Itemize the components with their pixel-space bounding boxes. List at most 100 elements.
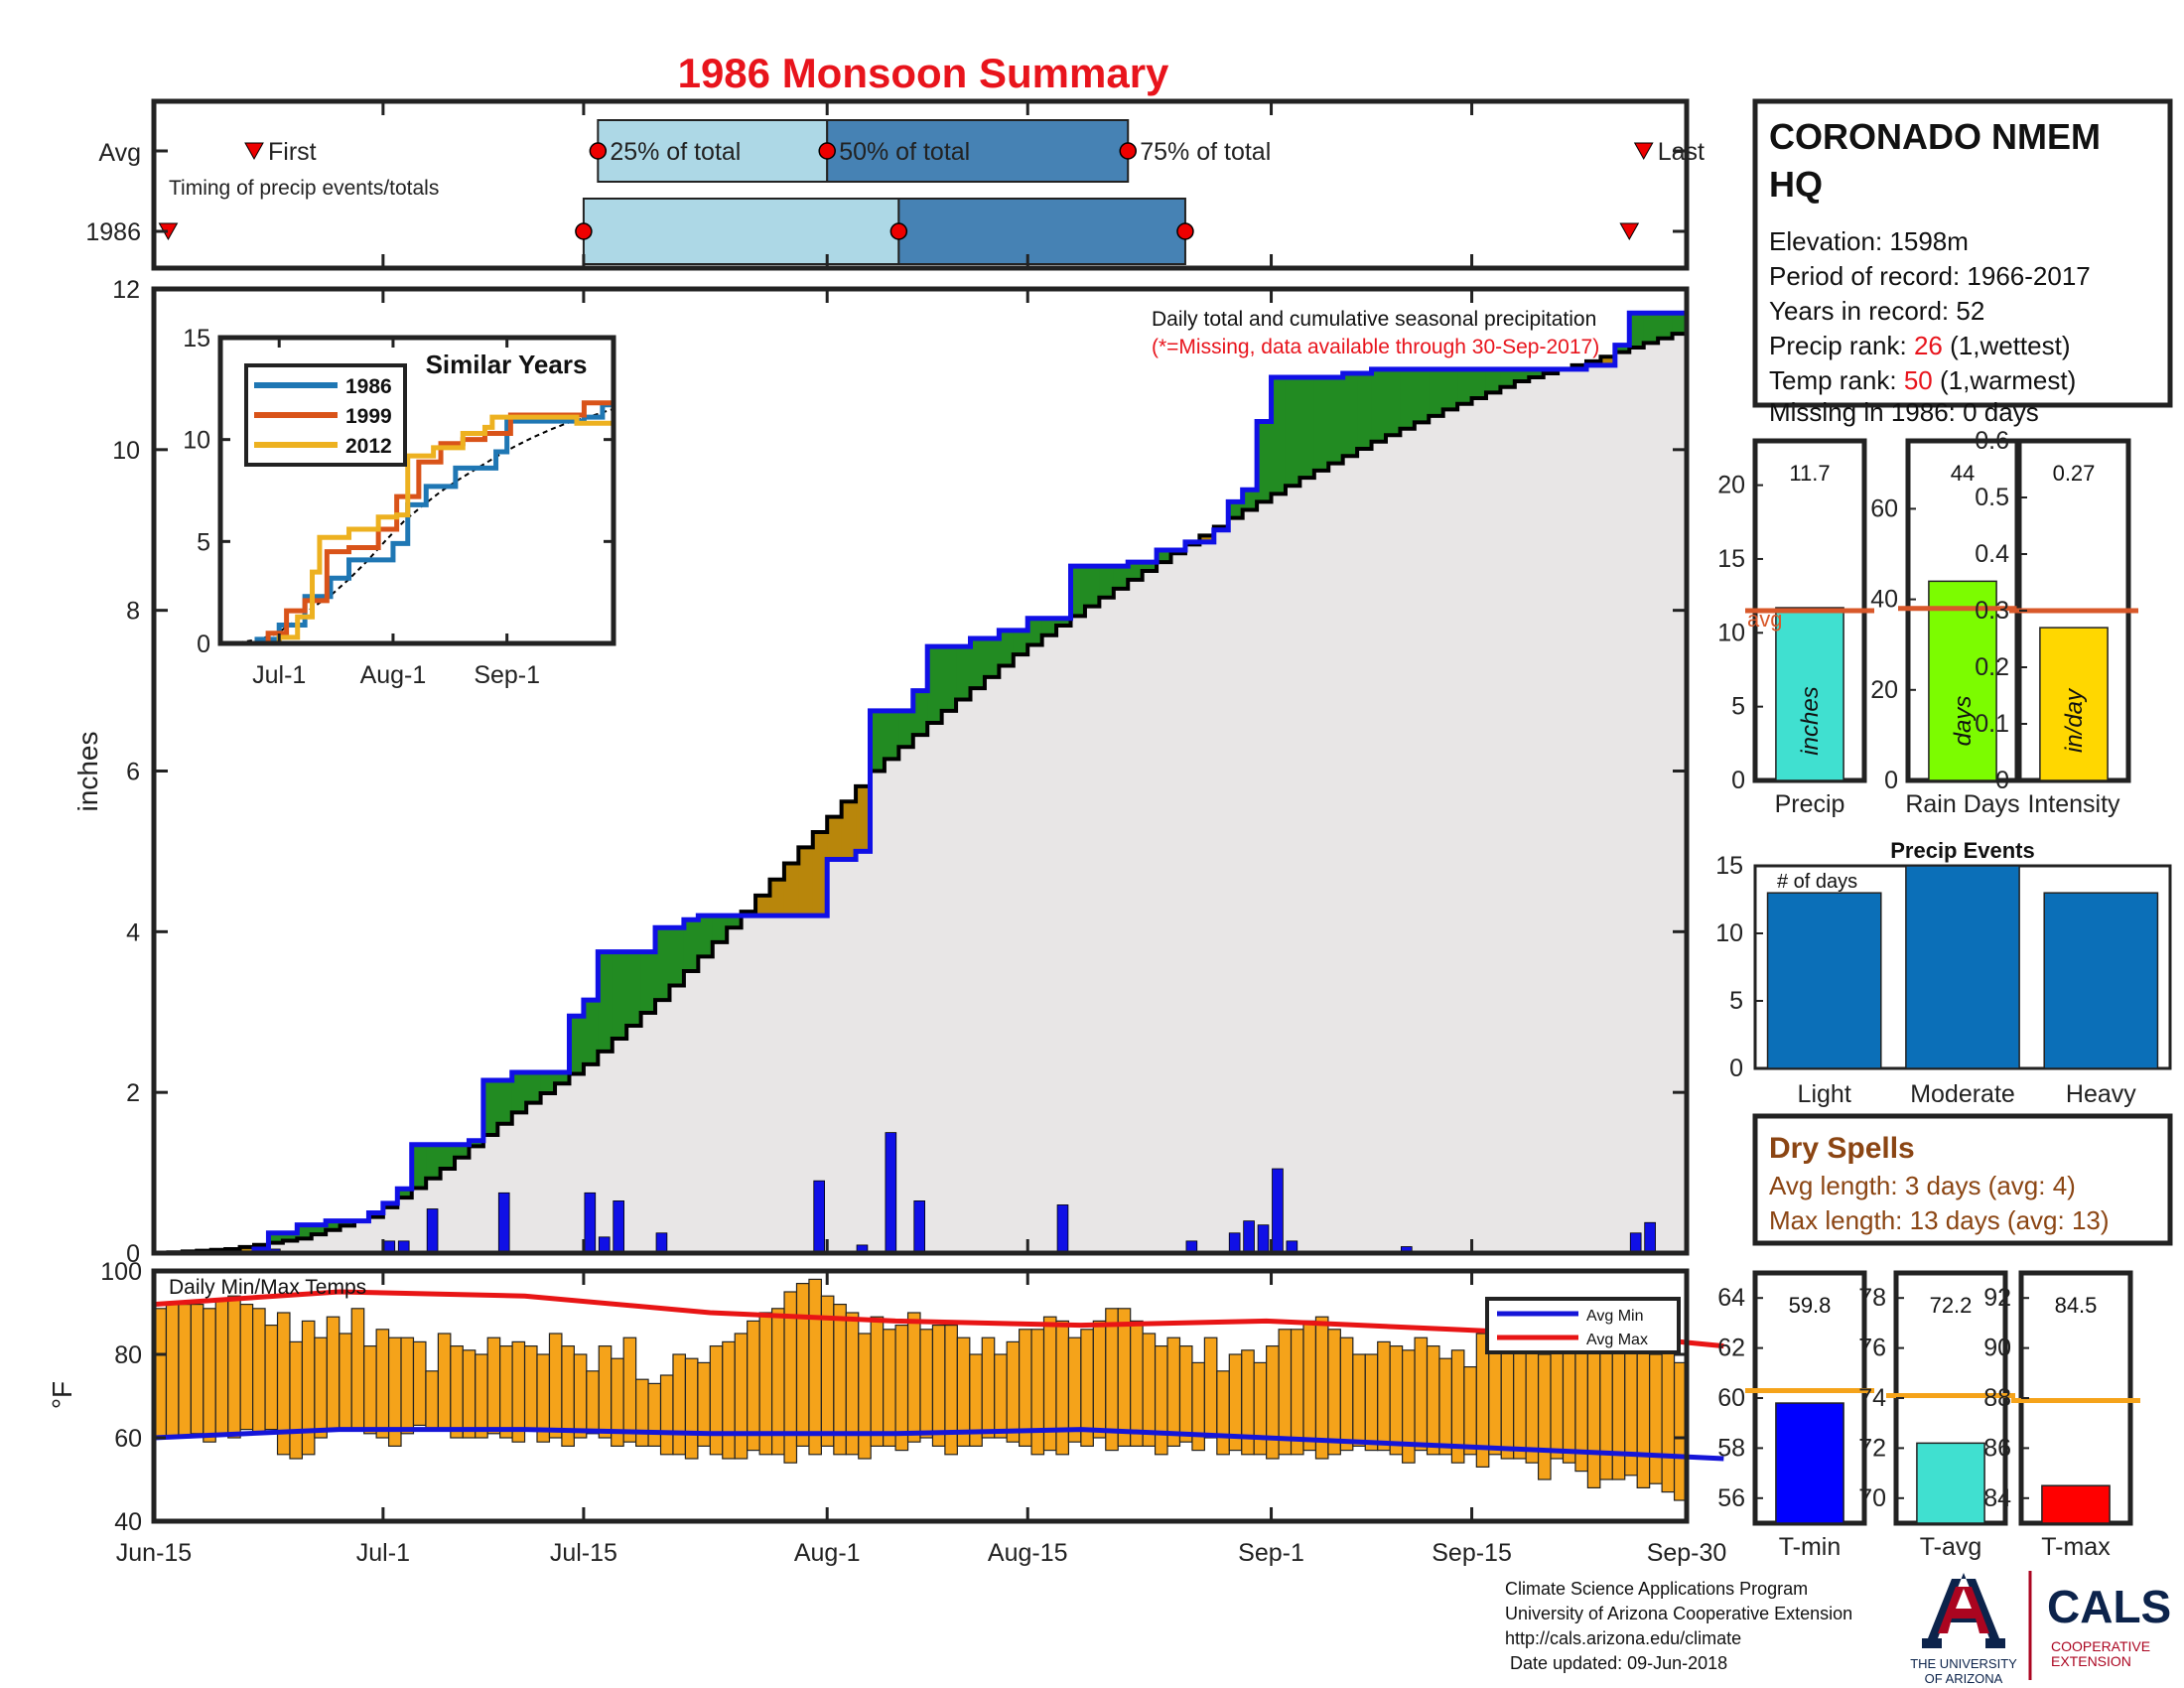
- daily-temp-bar: [499, 1344, 513, 1439]
- event-category-label: Moderate: [1910, 1080, 2015, 1108]
- stat-bar-t-avg: [1916, 1442, 1985, 1524]
- daily-temp-bar: [350, 1308, 365, 1431]
- timing-percentile-marker: [575, 222, 593, 240]
- temp-chart-title: Daily Min/Max Temps: [169, 1276, 366, 1299]
- inset-series-1986: [220, 402, 614, 646]
- stat-y-tick-label: 0.6: [1975, 427, 2009, 455]
- daily-temp-bar: [1339, 1336, 1354, 1452]
- anomaly-fill: [970, 637, 986, 689]
- stat-y-tick-label: 60: [1717, 1384, 1745, 1412]
- inset-title: Similar Years: [426, 350, 588, 379]
- avg-min-line: [153, 1427, 1724, 1462]
- daily-temp-bar: [1364, 1353, 1379, 1452]
- main-chart-title: Daily total and cumulative seasonal prec…: [1152, 308, 1596, 331]
- anomaly-fill: [769, 879, 785, 916]
- daily-temp-bar: [635, 1378, 649, 1447]
- events-y-tick-label: 0: [1729, 1055, 1743, 1082]
- timing-percentile-marker: [1176, 222, 1194, 240]
- stat-category-label: T-max: [2041, 1533, 2111, 1561]
- daily-temp-bar: [1586, 1336, 1601, 1488]
- anomaly-fill: [1672, 313, 1688, 335]
- stat-category-label: Precip: [1775, 790, 1845, 818]
- daily-temp-bar: [709, 1344, 724, 1456]
- main-precip-panel: 0 2 4 6 8 10 12 Daily total and cumulative sea…: [72, 276, 1690, 1268]
- stat-y-tick-label: 76: [1858, 1335, 1886, 1362]
- stat-value-label: 59.8: [1789, 1293, 1832, 1318]
- stat-y-tick-label: 0.1: [1975, 710, 2009, 738]
- inset-legend-label: 1986: [345, 375, 392, 398]
- daily-temp-bar: [1377, 1340, 1391, 1452]
- anomaly-fill: [1313, 377, 1329, 471]
- daily-temp-bar: [622, 1336, 637, 1443]
- daily-temp-bar: [450, 1344, 464, 1439]
- daily-temp-bar: [462, 1349, 477, 1439]
- daily-temp-bar: [363, 1344, 377, 1435]
- anomaly-fill: [469, 1140, 484, 1147]
- stat-category-label: Rain Days: [1905, 790, 2019, 818]
- observed-cumulative-line: [154, 310, 1687, 1256]
- anomaly-fill: [1113, 566, 1129, 589]
- pct75-label: 75% of total: [1140, 138, 1271, 166]
- anomaly-fill: [912, 690, 928, 736]
- inset-legend-label: 1999: [345, 405, 392, 428]
- anomaly-fill: [1643, 313, 1659, 344]
- station-temp-rank: Temp rank: 50 (1,warmest): [1769, 365, 2076, 395]
- daily-precip-bar: [584, 1192, 597, 1254]
- daily-temp-bar: [301, 1320, 316, 1456]
- daily-temp-bar: [981, 1336, 996, 1439]
- stat-value-label: 44: [1951, 461, 1975, 486]
- daily-temp-bar: [659, 1374, 674, 1456]
- legend-avg-min: Avg Min: [1586, 1308, 1644, 1325]
- date-tick-label: Sep-15: [1432, 1539, 1512, 1567]
- daily-temp-bar: [684, 1357, 699, 1460]
- event-bar-light: [1766, 892, 1882, 1069]
- stat-y-tick-label: 72: [1858, 1434, 1886, 1462]
- daily-temp-bar: [1537, 1353, 1552, 1480]
- daily-temp-bar: [906, 1312, 921, 1443]
- daily-temp-bar: [734, 1333, 749, 1460]
- daily-temp-bar: [931, 1324, 946, 1447]
- stat-y-tick-label: 78: [1858, 1284, 1886, 1312]
- temp-legend: Avg Min Avg Max: [1485, 1297, 1681, 1354]
- stat-unit-label: in/day: [2061, 687, 2088, 753]
- date-tick-label: Sep-30: [1647, 1539, 1727, 1567]
- main-y-tick-label: 10: [112, 437, 140, 465]
- legend-avg-max: Avg Max: [1586, 1332, 1648, 1348]
- daily-precip-bar: [426, 1208, 439, 1254]
- daily-precip-bar: [813, 1180, 825, 1254]
- anomaly-fill: [870, 710, 886, 772]
- inset-series-1999: [220, 400, 614, 646]
- anomaly-fill: [1285, 377, 1300, 487]
- stat-y-tick-label: 0: [1884, 767, 1898, 794]
- date-tick-label: Jul-1: [356, 1539, 410, 1567]
- inset-y-tick-label: 5: [197, 528, 210, 556]
- anomaly-fill: [841, 801, 857, 860]
- inset-x-tick-label: Jul-1: [252, 661, 306, 689]
- stat-y-tick-label: 70: [1858, 1484, 1886, 1512]
- daily-temp-bar: [1266, 1344, 1280, 1460]
- daily-temp-bar: [1302, 1320, 1317, 1452]
- event-bar-moderate: [1905, 865, 2020, 1069]
- anomaly-fill: [1299, 377, 1315, 479]
- daily-temp-bar: [1611, 1340, 1626, 1480]
- daily-temp-bar: [289, 1340, 304, 1460]
- pct50-label: 50% of total: [839, 138, 970, 166]
- anomaly-fill: [1471, 368, 1487, 399]
- stat-y-tick-label: 92: [1983, 1284, 2011, 1312]
- anomaly-fill: [1400, 368, 1416, 429]
- stat-y-tick-label: 58: [1717, 1434, 1745, 1462]
- stat-y-tick-label: 0.5: [1975, 484, 2009, 511]
- daily-temp-bar: [647, 1382, 662, 1448]
- daily-temp-bar: [994, 1353, 1008, 1439]
- daily-precip-bar: [1257, 1224, 1270, 1254]
- inset-frame: [217, 335, 616, 646]
- ua-line-2: OF ARIZONA: [1925, 1671, 2003, 1686]
- temp-y-tick-label: 80: [114, 1341, 142, 1369]
- figure-title: 1986 Monsoon Summary: [678, 50, 1169, 96]
- stat-bar-intensity: [2039, 627, 2109, 781]
- anomaly-fill: [1328, 377, 1344, 464]
- anomaly-fill: [727, 915, 743, 928]
- event-category-label: Light: [1798, 1080, 1851, 1108]
- daily-temp-bar: [400, 1336, 415, 1435]
